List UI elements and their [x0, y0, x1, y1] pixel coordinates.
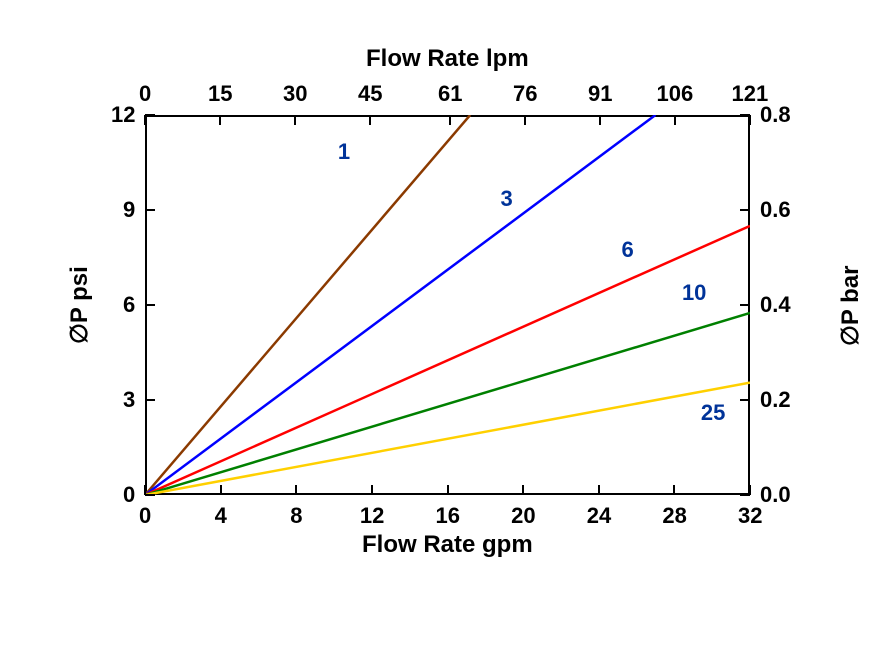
tick-label: 24 — [587, 503, 611, 529]
x-bottom-title: Flow Rate gpm — [362, 531, 533, 559]
tick-mark — [145, 494, 155, 496]
tick-label: 8 — [290, 503, 302, 529]
tick-mark — [295, 485, 297, 495]
series-label: 6 — [621, 237, 633, 263]
tick-label: 0.6 — [760, 197, 791, 223]
tick-mark — [599, 115, 601, 125]
tick-mark — [740, 209, 750, 211]
tick-label: 91 — [588, 81, 612, 107]
series-label: 3 — [500, 186, 512, 212]
tick-label: 28 — [662, 503, 686, 529]
series-line — [145, 115, 655, 495]
tick-label: 0.4 — [760, 292, 791, 318]
y-right-title: ∅P bar — [836, 265, 865, 346]
tick-label: 32 — [738, 503, 762, 529]
tick-label: 0.8 — [760, 102, 791, 128]
tick-mark — [740, 304, 750, 306]
tick-label: 76 — [513, 81, 537, 107]
tick-label: 4 — [215, 503, 227, 529]
series-label: 25 — [701, 400, 725, 426]
tick-mark — [145, 304, 155, 306]
tick-mark — [371, 485, 373, 495]
tick-label: 6 — [123, 292, 135, 318]
tick-label: 12 — [360, 503, 384, 529]
tick-mark — [740, 114, 750, 116]
series-label: 10 — [682, 280, 706, 306]
tick-mark — [740, 399, 750, 401]
tick-label: 61 — [438, 81, 462, 107]
series-line — [145, 383, 750, 495]
tick-mark — [522, 485, 524, 495]
tick-mark — [598, 485, 600, 495]
series-line — [145, 115, 470, 495]
tick-label: 20 — [511, 503, 535, 529]
series-label: 1 — [338, 139, 350, 165]
tick-label: 106 — [657, 81, 694, 107]
x-top-title: Flow Rate lpm — [366, 45, 529, 73]
tick-label: 30 — [283, 81, 307, 107]
tick-mark — [447, 485, 449, 495]
series-line — [145, 313, 750, 495]
tick-mark — [145, 399, 155, 401]
tick-mark — [144, 115, 146, 125]
tick-mark — [524, 115, 526, 125]
tick-mark — [219, 115, 221, 125]
tick-label: 3 — [123, 387, 135, 413]
tick-label: 0.0 — [760, 482, 791, 508]
tick-mark — [145, 209, 155, 211]
tick-mark — [369, 115, 371, 125]
tick-label: 12 — [111, 102, 135, 128]
tick-label: 0 — [139, 503, 151, 529]
tick-mark — [674, 115, 676, 125]
tick-mark — [673, 485, 675, 495]
tick-label: 9 — [123, 197, 135, 223]
tick-label: 16 — [436, 503, 460, 529]
tick-mark — [449, 115, 451, 125]
tick-label: 0 — [123, 482, 135, 508]
tick-mark — [294, 115, 296, 125]
tick-label: 0 — [139, 81, 151, 107]
y-left-title: ∅P psi — [65, 266, 94, 344]
tick-mark — [740, 494, 750, 496]
tick-label: 45 — [358, 81, 382, 107]
series-line — [145, 226, 750, 495]
tick-mark — [145, 114, 155, 116]
tick-mark — [220, 485, 222, 495]
tick-label: 15 — [208, 81, 232, 107]
tick-mark — [749, 115, 751, 125]
tick-label: 0.2 — [760, 387, 791, 413]
